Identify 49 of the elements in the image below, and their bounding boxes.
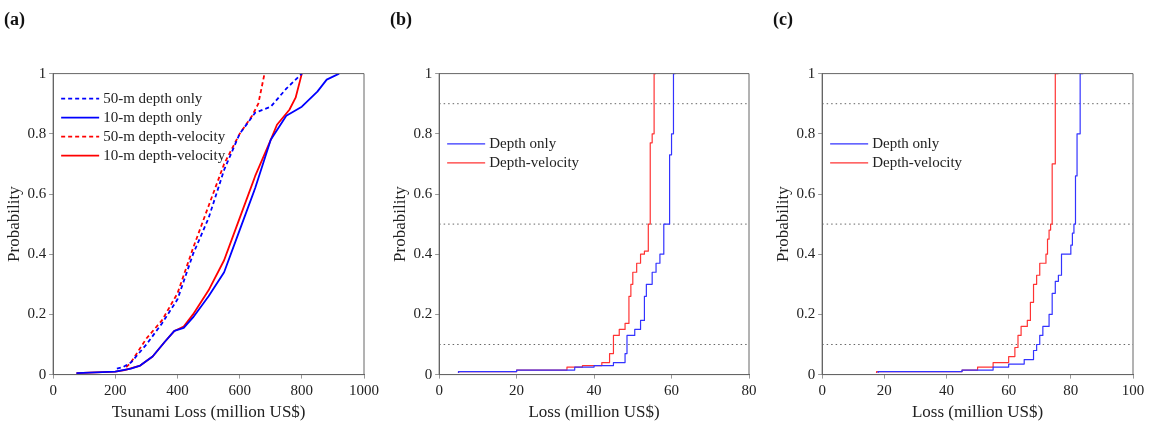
- legend-label: 50-m depth only: [103, 89, 203, 106]
- x-tick-label: 600: [228, 381, 251, 398]
- y-tick-label: 0.6: [27, 184, 47, 201]
- chart-title: (b): [390, 9, 412, 31]
- x-tick-label: 60: [664, 381, 680, 398]
- y-tick-label: 0: [38, 365, 47, 382]
- y-tick-label: 0.6: [796, 184, 816, 201]
- y-tick-label: 0: [424, 365, 433, 382]
- x-tick-label: 40: [938, 381, 954, 398]
- x-tick-label: 80: [741, 381, 757, 398]
- x-tick-label: 40: [586, 381, 602, 398]
- x-tick-label: 60: [1001, 381, 1017, 398]
- legend-label: 50-m depth-velocity: [103, 127, 226, 144]
- x-axis-title: Loss (million US$): [528, 402, 660, 422]
- y-tick-label: 1: [424, 64, 433, 81]
- legend-label: Depth-velocity: [872, 153, 963, 170]
- x-axis-title: Loss (million US$): [911, 402, 1044, 422]
- chart-title: (c): [773, 9, 793, 31]
- y-tick-label: 0.2: [413, 305, 433, 322]
- y-tick-label: 0.8: [413, 124, 433, 141]
- y-tick-label: 0.2: [796, 305, 816, 322]
- legend-label: 10-m depth-velocity: [103, 146, 226, 163]
- y-tick-label: 0.4: [413, 245, 433, 262]
- x-tick-label: 1000: [349, 381, 379, 398]
- y-tick-label: 1: [807, 64, 816, 81]
- legend-label: Depth-velocity: [489, 153, 580, 170]
- y-axis-title: Probability: [772, 185, 792, 262]
- y-tick-label: 0.4: [796, 245, 816, 262]
- y-axis-title: Probability: [389, 185, 409, 262]
- y-tick-label: 0.6: [413, 184, 433, 201]
- x-tick-label: 200: [104, 381, 127, 398]
- y-tick-label: 0.2: [27, 305, 47, 322]
- y-tick-label: 0.8: [27, 124, 47, 141]
- y-tick-label: 1: [38, 64, 47, 81]
- y-tick-label: 0.8: [796, 124, 816, 141]
- x-tick-label: 100: [1121, 381, 1145, 398]
- legend-label: Depth only: [489, 134, 557, 151]
- chart-title: (a): [4, 9, 25, 31]
- y-tick-label: 0: [807, 365, 816, 382]
- x-tick-label: 800: [290, 381, 314, 398]
- x-tick-label: 400: [166, 381, 189, 398]
- x-tick-label: 20: [876, 381, 892, 398]
- y-tick-label: 0.4: [27, 245, 47, 262]
- y-axis-title: Probability: [3, 185, 23, 262]
- x-axis-title: Tsunami Loss (million US$): [111, 402, 306, 422]
- x-tick-label: 80: [1063, 381, 1079, 398]
- legend-label: Depth only: [872, 134, 940, 151]
- legend-label: 10-m depth only: [103, 108, 203, 125]
- x-tick-label: 20: [509, 381, 525, 398]
